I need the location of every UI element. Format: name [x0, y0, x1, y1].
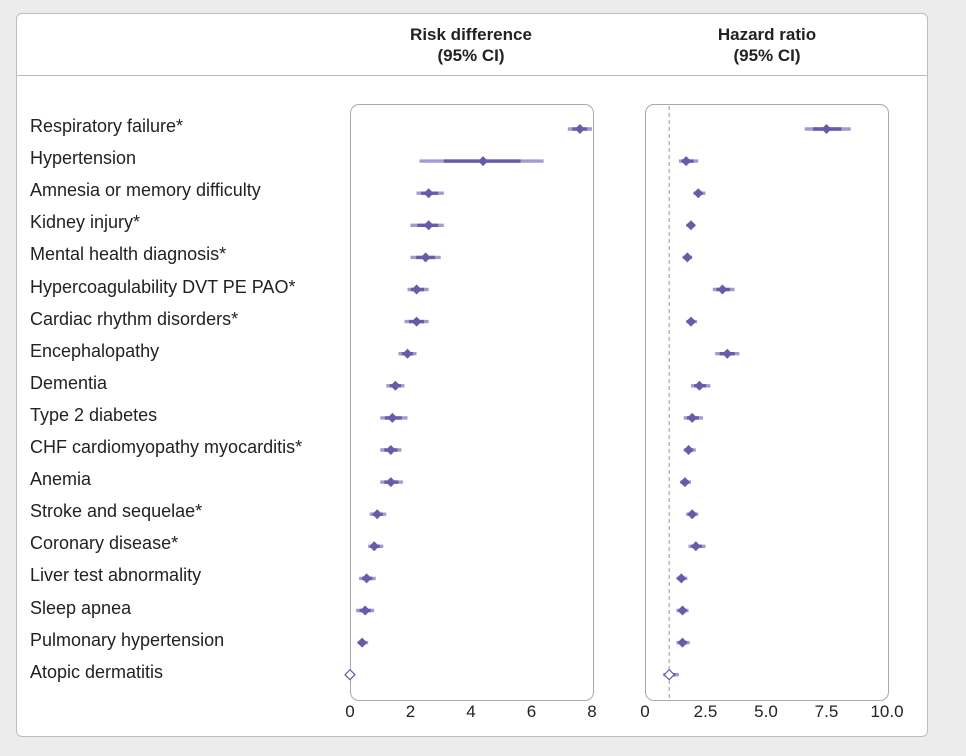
risk-difference-tick-label: 2: [406, 702, 415, 721]
risk-difference-point-estimate: [385, 445, 396, 455]
risk-difference-point-estimate: [423, 220, 434, 231]
risk-difference-point-estimate: [390, 380, 401, 391]
outcome-label: Liver test abnormality: [30, 565, 202, 586]
hazard-ratio-point-estimate: [694, 380, 705, 391]
figure-card: Risk difference (95% CI) Hazard ratio (9…: [16, 13, 928, 737]
outcome-label: Kidney injury*: [30, 212, 141, 233]
risk-difference-panel: [350, 104, 594, 701]
outcome-label: Pulmonary hypertension: [30, 629, 225, 650]
hazard-ratio-point-estimate: [681, 156, 692, 167]
outcome-label: Hypercoagulability DVT PE PAO*: [30, 276, 296, 297]
risk-difference-point-estimate: [387, 412, 398, 423]
hazard-ratio-point-estimate: [676, 573, 687, 584]
hazard-ratio-point-estimate: [679, 477, 690, 488]
outcome-label: Type 2 diabetes: [30, 404, 158, 425]
hazard-ratio-tick-label: 0: [640, 702, 649, 721]
hazard-ratio-tick-label: 5.0: [754, 702, 778, 721]
hazard-ratio-tick-label: 2.5: [694, 702, 718, 721]
risk-difference-header: Risk difference (95% CI): [371, 24, 571, 66]
hazard-ratio-point-estimate: [687, 509, 698, 520]
risk-difference-point-estimate: [423, 188, 434, 199]
risk-difference-point-estimate: [402, 348, 413, 359]
hazard-ratio-point-estimate: [821, 124, 832, 134]
hazard-ratio-point-estimate: [717, 284, 728, 295]
risk-difference-point-estimate: [372, 509, 383, 520]
hazard-ratio-point-estimate: [690, 541, 701, 552]
hazard-ratio-point-estimate: [683, 445, 694, 455]
hazard-ratio-point-estimate: [685, 316, 696, 327]
risk-difference-point-estimate: [420, 252, 431, 263]
hazard-ratio-point-estimate: [687, 412, 698, 423]
hazard-ratio-panel: [645, 104, 889, 701]
header-divider: [17, 75, 927, 76]
outcome-label: Respiratory failure*: [30, 116, 184, 136]
risk-difference-ci-label: (95% CI): [437, 46, 505, 65]
outcome-label: CHF cardiomyopathy myocarditis*: [30, 437, 303, 457]
risk-difference-point-estimate: [411, 284, 422, 295]
risk-difference-point-estimate: [574, 124, 585, 134]
hazard-ratio-ci-label: (95% CI): [733, 46, 801, 65]
outcome-label: Anemia: [30, 469, 92, 490]
outcome-label: Stroke and sequelae*: [30, 501, 203, 522]
risk-difference-point-estimate: [344, 668, 356, 681]
outcome-label: Hypertension: [30, 148, 137, 169]
risk-difference-tick-label: 0: [345, 702, 354, 721]
forest-plot: 0 2 4 6 8 0 2.5 5.0 7.5 10.0: [344, 106, 904, 721]
outcome-label: Sleep apnea: [30, 597, 132, 618]
hazard-ratio-title: Hazard ratio: [717, 25, 817, 44]
risk-difference-point-estimate: [478, 156, 489, 167]
hazard-ratio-tick-label: 10.0: [870, 702, 903, 721]
hazard-ratio-point-estimate: [677, 637, 688, 648]
risk-difference-point-estimate: [357, 637, 368, 648]
risk-difference-point-estimate: [411, 316, 422, 327]
outcome-label: Dementia: [30, 372, 108, 393]
risk-difference-point-estimate: [369, 541, 380, 552]
outcome-label: Mental health diagnosis*: [30, 244, 227, 265]
risk-difference-point-estimate: [361, 573, 372, 584]
hazard-ratio-point-estimate: [693, 188, 704, 199]
outcome-label: Cardiac rhythm disorders*: [30, 308, 239, 329]
outcome-label: Amnesia or memory difficulty: [30, 180, 261, 201]
risk-difference-tick-label: 8: [587, 702, 596, 721]
hazard-ratio-point-estimate: [663, 668, 676, 681]
outcome-label: Atopic dermatitis: [30, 661, 164, 682]
outcome-label: Encephalopathy: [30, 340, 160, 361]
risk-difference-tick-label: 6: [527, 702, 536, 721]
hazard-ratio-point-estimate: [685, 220, 696, 231]
risk-difference-point-estimate: [360, 605, 371, 616]
risk-difference-title: Risk difference: [410, 25, 532, 44]
risk-difference-tick-label: 4: [466, 702, 475, 721]
hazard-ratio-header: Hazard ratio (95% CI): [667, 24, 867, 66]
hazard-ratio-point-estimate: [682, 252, 693, 263]
hazard-ratio-point-estimate: [722, 348, 733, 359]
hazard-ratio-point-estimate: [677, 605, 688, 616]
hazard-ratio-tick-label: 7.5: [815, 702, 839, 721]
outcome-label: Coronary disease*: [30, 533, 179, 554]
risk-difference-point-estimate: [385, 477, 396, 488]
